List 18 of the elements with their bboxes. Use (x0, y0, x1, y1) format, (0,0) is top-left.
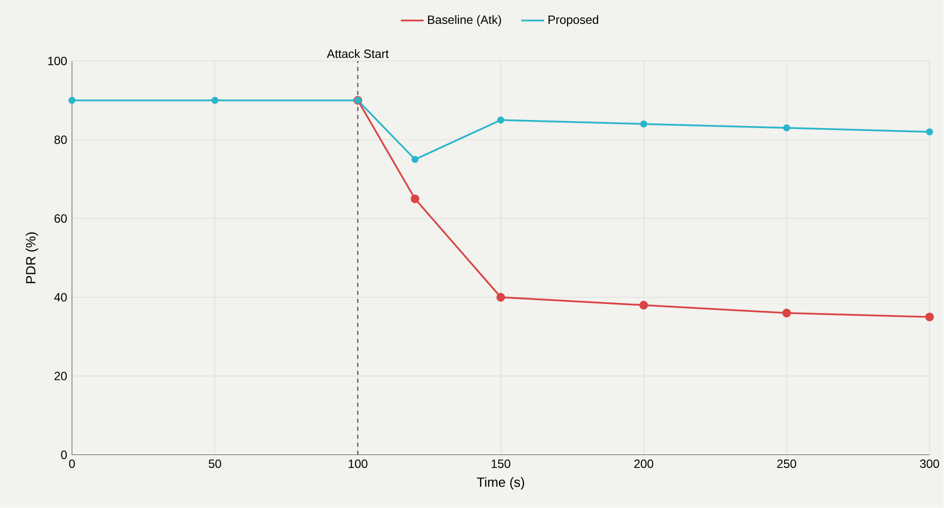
x-tick-label: 150 (492, 460, 510, 468)
x-tick-label: 0 (69, 460, 75, 468)
x-tick-label: 200 (634, 460, 654, 468)
y-tick-label: 20 (54, 372, 67, 380)
y-axis-title: PDR (%) (26, 232, 38, 284)
x-tick-label: 300 (920, 460, 940, 468)
y-tick-label: 100 (48, 56, 67, 66)
x-tick-label: 250 (777, 460, 796, 468)
legend-label: Proposed (548, 15, 598, 26)
x-tick-label: 50 (208, 460, 222, 468)
y-tick-label: 80 (54, 136, 67, 144)
ref-line-label: Attack Start (326, 49, 389, 58)
legend-label: Baseline (Atk) (428, 15, 502, 26)
y-tick-label: 60 (54, 214, 67, 223)
x-axis-title: Time (s) (476, 477, 524, 490)
y-tick-label: 40 (54, 293, 67, 302)
x-tick-label: 100 (348, 460, 368, 468)
y-tick-label: 0 (61, 450, 67, 460)
